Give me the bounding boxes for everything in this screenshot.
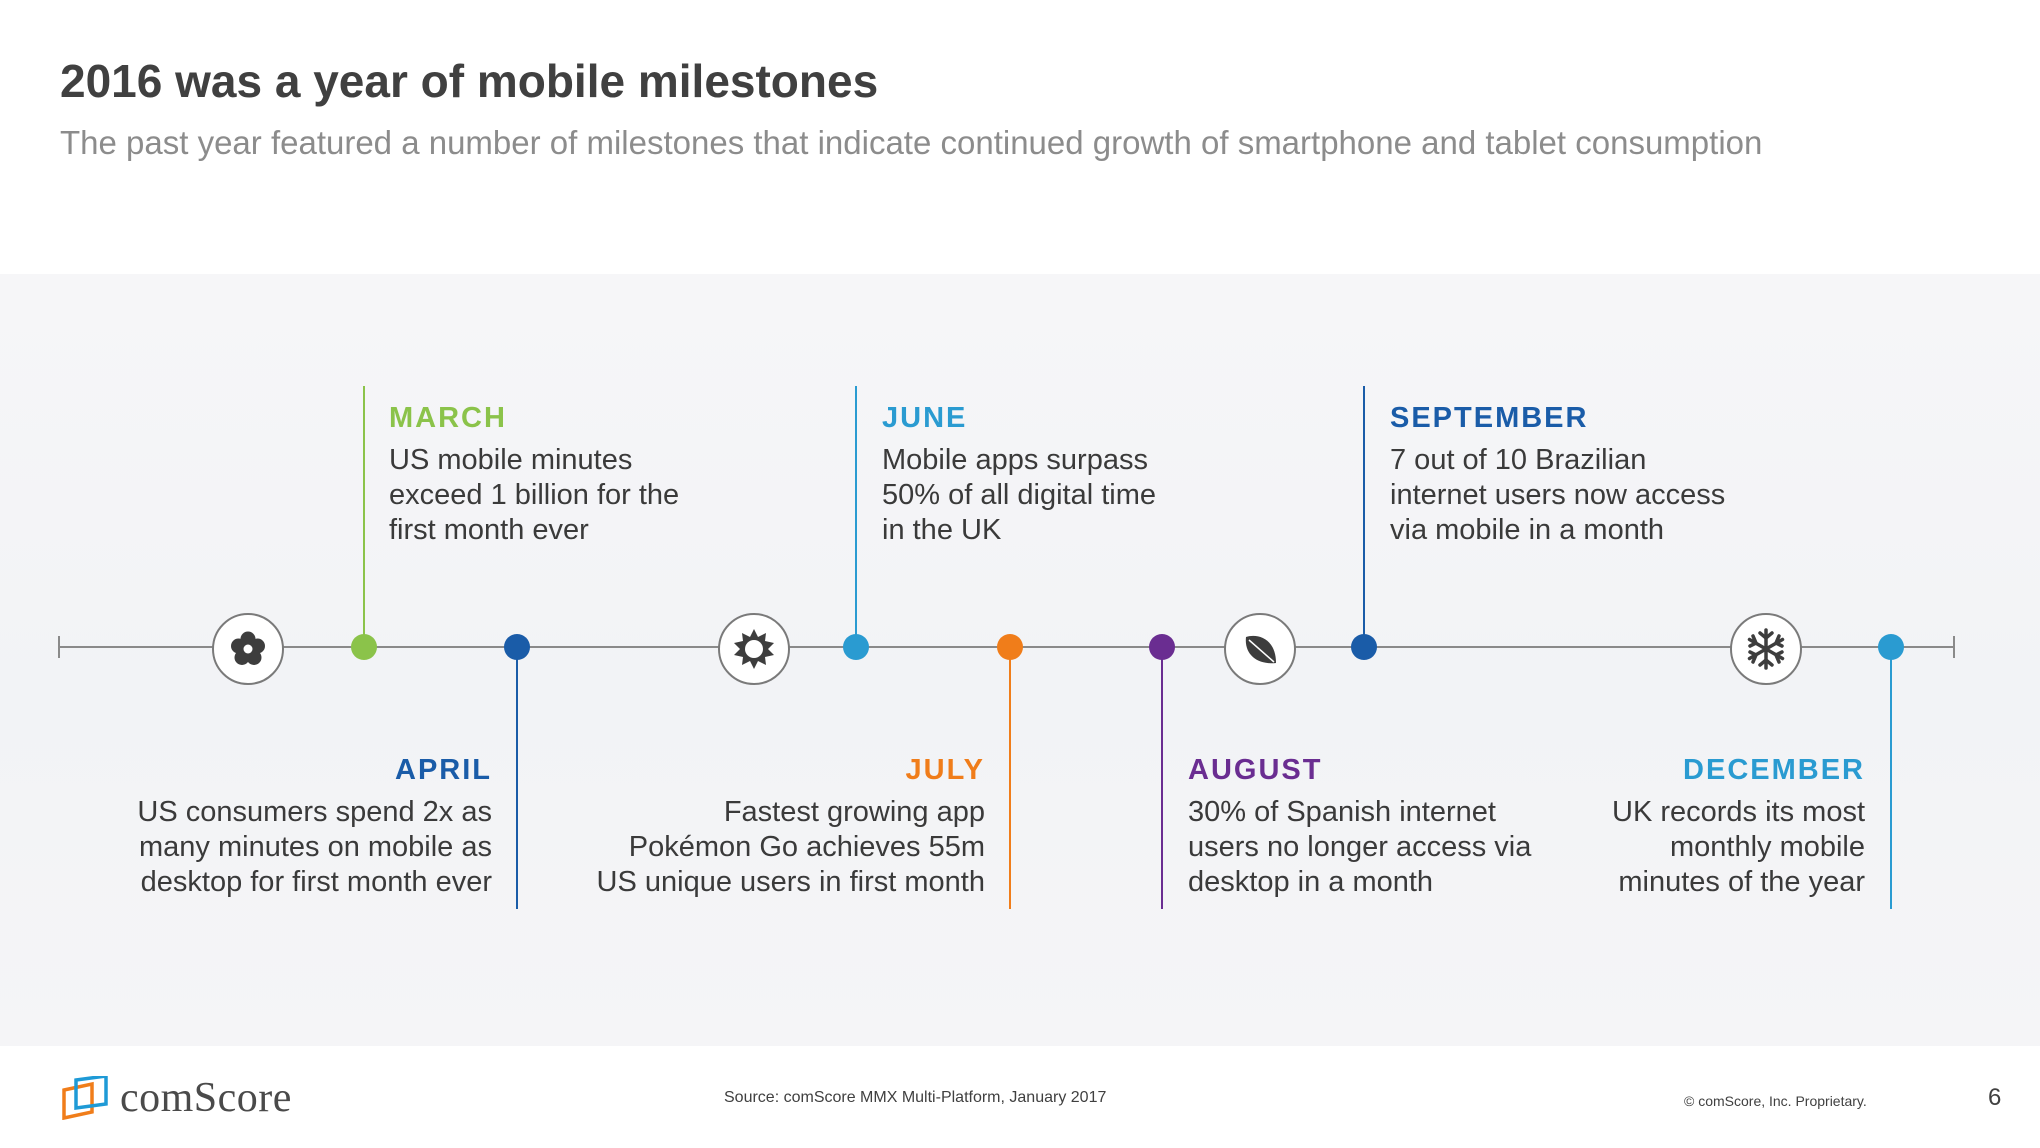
timeline-background — [0, 274, 2040, 1046]
september-label: SEPTEMBER — [1390, 402, 1589, 434]
april-label: APRIL — [395, 754, 492, 786]
march-marker — [351, 634, 377, 660]
june-label: JUNE — [882, 402, 968, 434]
september-connector — [1363, 386, 1365, 648]
winter-season-marker — [1730, 613, 1802, 685]
page-subtitle: The past year featured a number of miles… — [60, 124, 1763, 161]
december-connector — [1890, 647, 1892, 909]
august-connector — [1161, 647, 1163, 909]
july-description: Fastest growing app Pokémon Go achieves … — [596, 796, 985, 898]
june-marker — [843, 634, 869, 660]
timeline-start-tick — [58, 636, 60, 658]
december-marker — [1878, 634, 1904, 660]
august-marker — [1149, 634, 1175, 660]
page-number: 6 — [1988, 1084, 2002, 1111]
copyright-note: © comScore, Inc. Proprietary. — [1684, 1093, 1867, 1109]
snowflake-icon — [1747, 628, 1785, 670]
july-label: JULY — [905, 754, 985, 786]
march-description: US mobile minutes exceed 1 billion for t… — [389, 444, 680, 546]
april-description: US consumers spend 2x as many minutes on… — [137, 796, 492, 898]
december-description: UK records its most monthly mobile minut… — [1612, 796, 1865, 898]
april-connector — [516, 647, 518, 909]
source-note: Source: comScore MMX Multi-Platform, Jan… — [724, 1089, 1107, 1106]
comscore-logo: comScore — [62, 1074, 292, 1122]
september-marker — [1351, 634, 1377, 660]
leaf-icon — [1245, 635, 1276, 664]
august-description: 30% of Spanish internet users no longer … — [1188, 796, 1532, 898]
april-marker — [504, 634, 530, 660]
spring-season-marker — [212, 613, 284, 685]
brand-name: comScore — [120, 1075, 292, 1121]
march-connector — [363, 386, 365, 648]
september-description: 7 out of 10 Brazilian internet users now… — [1390, 444, 1726, 546]
july-marker — [997, 634, 1023, 660]
july-connector — [1009, 647, 1011, 909]
december-label: DECEMBER — [1683, 754, 1865, 786]
page-title: 2016 was a year of mobile milestones — [60, 55, 879, 107]
autumn-season-marker — [1224, 613, 1296, 685]
flower-icon — [231, 631, 265, 665]
june-connector — [855, 386, 857, 648]
sun-icon — [734, 629, 774, 669]
june-description: Mobile apps surpass 50% of all digital t… — [882, 444, 1157, 546]
comscore-logo-icon — [62, 1076, 108, 1120]
timeline-end-tick — [1953, 636, 1955, 658]
march-label: MARCH — [389, 402, 507, 434]
summer-season-marker — [718, 613, 790, 685]
august-label: AUGUST — [1188, 754, 1323, 786]
